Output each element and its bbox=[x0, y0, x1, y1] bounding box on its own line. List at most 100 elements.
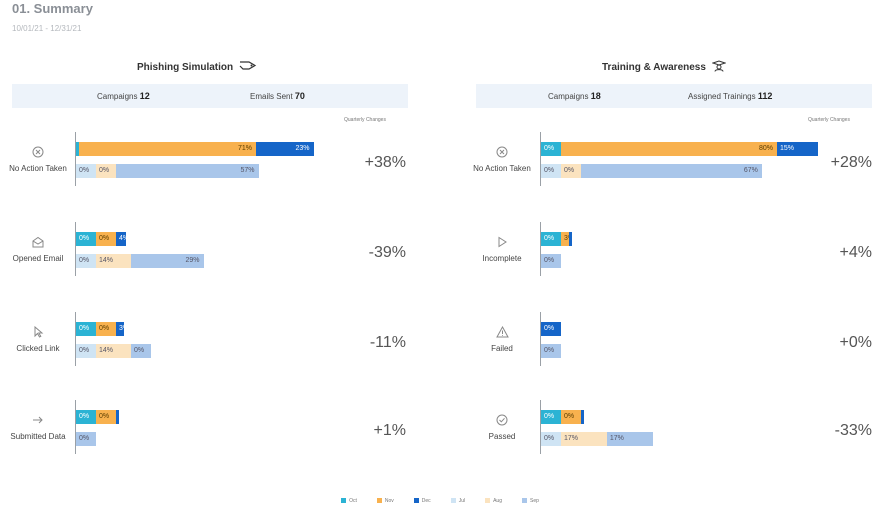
bar-segment: 0% bbox=[96, 232, 116, 246]
metric-name: No Action Taken bbox=[9, 164, 67, 173]
cursor-icon bbox=[6, 325, 70, 341]
quarterly-changes-label: Quarterly Changes bbox=[344, 117, 386, 123]
bar-segment: 15% bbox=[777, 142, 818, 156]
legend-item: Sep bbox=[522, 498, 539, 504]
quarterly-change-value: -39% bbox=[368, 244, 406, 261]
bar-segment: 4% bbox=[116, 232, 126, 246]
metric-name: Opened Email bbox=[12, 254, 64, 263]
bar-segment: 0% bbox=[96, 164, 116, 178]
stat-campaigns: Campaigns 18 bbox=[548, 91, 601, 101]
quarterly-change-value: +1% bbox=[373, 422, 406, 439]
bar-axis bbox=[540, 132, 541, 186]
x-circle-icon bbox=[470, 146, 534, 161]
legend-swatch bbox=[413, 498, 419, 504]
legend-swatch bbox=[376, 498, 382, 504]
metric-label: No Action Taken bbox=[470, 146, 534, 174]
bar-axis bbox=[540, 222, 541, 276]
legend-label: Dec bbox=[421, 498, 431, 504]
quarterly-change-value: +28% bbox=[830, 154, 872, 171]
legend-item: Aug bbox=[485, 498, 502, 504]
bar-axis bbox=[540, 400, 541, 454]
bar-segment: 0% bbox=[76, 344, 96, 358]
section-title-text: Training & Awareness bbox=[602, 62, 706, 73]
metric-name: Passed bbox=[488, 432, 516, 441]
legend-label: Nov bbox=[384, 498, 394, 504]
bar-segment: 0% bbox=[131, 344, 151, 358]
bar-segment: 17% bbox=[606, 432, 653, 446]
metric-label: Opened Email bbox=[6, 236, 70, 264]
metric-label: Incomplete bbox=[470, 236, 534, 264]
bar-segment: 0% bbox=[76, 432, 96, 446]
bar-segment: 3% bbox=[561, 232, 570, 246]
bar-segment: 0% bbox=[541, 344, 561, 358]
bar-axis bbox=[75, 312, 76, 366]
bar-segment: 0% bbox=[541, 164, 561, 178]
bar-segment: 1% bbox=[76, 142, 79, 156]
legend-swatch bbox=[450, 498, 456, 504]
stat-secondary: Assigned Trainings 112 bbox=[688, 91, 773, 101]
bar-segment: 23% bbox=[256, 142, 314, 156]
metric-label: Submitted Data bbox=[6, 414, 70, 442]
legend-label: Sep bbox=[530, 498, 539, 504]
quarterly-change-value: +38% bbox=[364, 154, 406, 171]
bar-axis bbox=[75, 400, 76, 454]
metric-name: Submitted Data bbox=[10, 432, 66, 441]
bar-segment: 0% bbox=[541, 410, 561, 424]
bar-segment: 0% bbox=[76, 164, 96, 178]
quarterly-change-value: -11% bbox=[369, 334, 406, 351]
quarterly-change-value: -33% bbox=[834, 422, 872, 439]
envelope-open-icon bbox=[6, 236, 70, 251]
legend-label: Aug bbox=[493, 498, 502, 504]
bar-segment: 3% bbox=[116, 322, 124, 336]
bar-segment: 14% bbox=[96, 254, 131, 268]
section-title-1: Training & Awareness bbox=[602, 60, 727, 75]
bar-segment: 71% bbox=[78, 142, 256, 156]
bar-segment: 0% bbox=[541, 232, 561, 246]
metric-name: No Action Taken bbox=[473, 164, 531, 173]
bar-segment: 17% bbox=[561, 432, 607, 446]
bar-segment: 67% bbox=[581, 164, 762, 178]
metric-label: Failed bbox=[470, 325, 534, 354]
bar-segment: 0% bbox=[541, 432, 561, 446]
stat-campaigns: Campaigns 12 bbox=[97, 91, 150, 101]
legend-label: Oct bbox=[349, 498, 357, 504]
bar-segment: 0% bbox=[541, 254, 561, 268]
stats-bar: Campaigns 18 Assigned Trainings 112 bbox=[476, 84, 872, 108]
legend-swatch bbox=[341, 498, 347, 504]
bar-axis bbox=[75, 132, 76, 186]
legend-swatch bbox=[485, 498, 491, 504]
chart-legend: Oct Nov Dec Jul Aug Sep bbox=[0, 498, 880, 504]
stat-secondary: Emails Sent 70 bbox=[250, 91, 305, 101]
bar-axis bbox=[540, 312, 541, 366]
bar-segment: 0% bbox=[76, 410, 96, 424]
bar-segment: 1% bbox=[116, 410, 119, 424]
bar-axis bbox=[75, 222, 76, 276]
page-title: 01. Summary bbox=[12, 1, 93, 16]
quarterly-change-value: +0% bbox=[839, 334, 872, 351]
legend-item: Jul bbox=[450, 498, 466, 504]
warning-icon bbox=[470, 325, 534, 341]
bar-segment: 57% bbox=[116, 164, 259, 178]
bar-segment: 0% bbox=[96, 322, 116, 336]
bar-segment: 29% bbox=[131, 254, 204, 268]
legend-item: Dec bbox=[413, 498, 431, 504]
stats-bar: Campaigns 12 Emails Sent 70 bbox=[12, 84, 408, 108]
bar-segment: 14% bbox=[96, 344, 131, 358]
section-title-text: Phishing Simulation bbox=[137, 61, 234, 73]
bar-segment: 1% bbox=[581, 410, 584, 424]
metric-name: Incomplete bbox=[482, 254, 522, 263]
arrow-right-icon bbox=[6, 414, 70, 429]
legend-label: Jul bbox=[458, 498, 466, 504]
bar-segment: 0% bbox=[561, 410, 581, 424]
metric-name: Clicked Link bbox=[16, 344, 60, 353]
bar-segment: 0% bbox=[541, 142, 561, 156]
bar-segment: 0% bbox=[541, 322, 561, 336]
bar-segment: 0% bbox=[76, 254, 96, 268]
metric-label: No Action Taken bbox=[6, 146, 70, 174]
play-outline-icon bbox=[470, 236, 534, 251]
bar-segment: 1% bbox=[569, 232, 573, 246]
date-range: 10/01/21 - 12/31/21 bbox=[12, 24, 82, 33]
legend-swatch bbox=[522, 498, 527, 504]
quarterly-changes-label: Quarterly Changes bbox=[808, 117, 850, 123]
metric-label: Clicked Link bbox=[6, 325, 70, 354]
